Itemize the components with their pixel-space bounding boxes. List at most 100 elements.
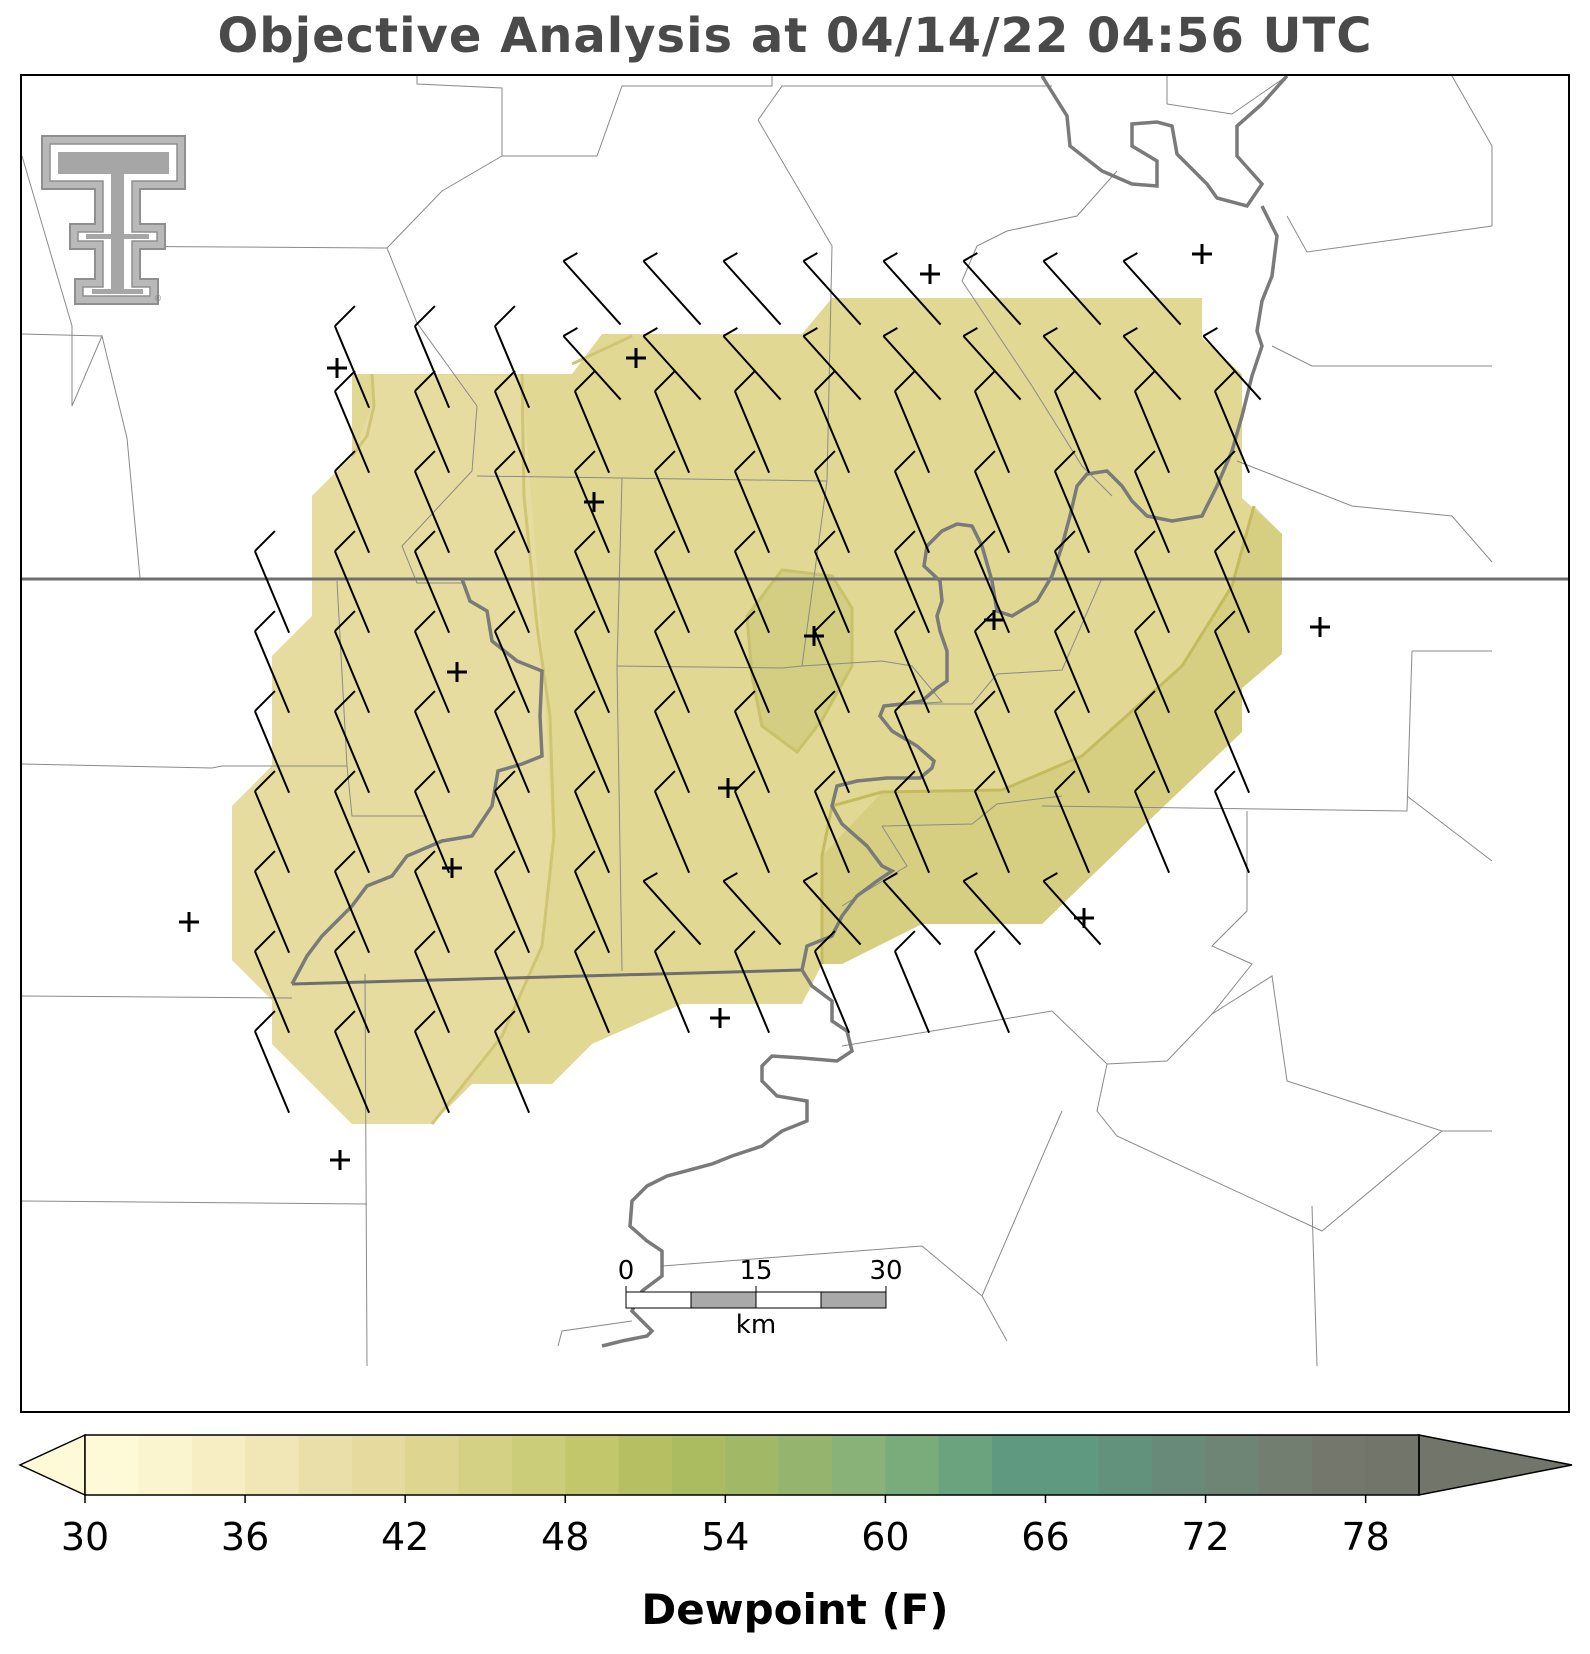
colorbar-bin [1205, 1435, 1260, 1495]
wind-barb [333, 370, 371, 474]
wind-barb [893, 690, 931, 794]
wind-barb [333, 305, 371, 409]
wind-barb [493, 770, 531, 874]
wind-barb [253, 1010, 291, 1114]
wind-barb [733, 370, 771, 474]
colorbar-bin [938, 1435, 993, 1495]
wind-barb [813, 770, 851, 874]
wind-barb [1202, 327, 1262, 401]
state-border [291, 968, 803, 986]
wind-barb [1133, 770, 1171, 874]
wind-barb [733, 930, 771, 1034]
wind-barb [1213, 770, 1251, 874]
colorbar-bin [1098, 1435, 1153, 1495]
station-markers [179, 244, 1330, 1170]
colorbar-bin [618, 1435, 673, 1495]
wind-barb [493, 305, 531, 409]
colorbar-min-extend [18, 1433, 86, 1497]
wind-barb [573, 690, 611, 794]
colorbar-bin [85, 1435, 139, 1495]
wind-barb [573, 770, 611, 874]
colorbar-bin [351, 1435, 406, 1495]
contour-line [430, 373, 556, 1125]
colorbar-bin [405, 1435, 460, 1495]
wind-barb [882, 252, 942, 326]
scale-unit: km [735, 1310, 777, 1340]
wind-barb [882, 872, 942, 946]
colorbar-bin [885, 1435, 940, 1495]
wind-barb [1213, 610, 1251, 714]
wind-barb [802, 252, 862, 326]
wind-barb [893, 770, 931, 874]
wind-barb [333, 930, 371, 1034]
wind-barb [573, 370, 611, 474]
logo-registered-mark: ® [154, 294, 162, 303]
wind-barb [573, 930, 611, 1034]
dewpoint-fill-band [822, 506, 1282, 964]
wind-barb [253, 930, 291, 1034]
wind-barb [733, 690, 771, 794]
wind-barb [413, 930, 451, 1034]
wind-barb [253, 530, 291, 634]
colorbar-bin [245, 1435, 299, 1495]
wind-barb [733, 530, 771, 634]
colorbar-bin [565, 1435, 620, 1495]
wind-barb [1053, 690, 1091, 794]
wind-barb [573, 610, 611, 714]
map-panel[interactable]: 0 15 30 km ® [20, 74, 1570, 1413]
colorbar [18, 1430, 1574, 1510]
wind-barb [962, 252, 1022, 326]
wind-barb [802, 872, 862, 946]
colorbar-bin [1258, 1435, 1313, 1495]
wind-barb [1133, 370, 1171, 474]
wind-barb [493, 690, 531, 794]
wind-barb [493, 610, 531, 714]
colorbar-tick-label: 78 [1341, 1515, 1390, 1559]
wind-barb [973, 450, 1011, 554]
colorbar-max-extend [1418, 1434, 1573, 1496]
wind-barb [1053, 610, 1091, 714]
station-plus-marker [1192, 244, 1212, 264]
wind-barb [413, 530, 451, 634]
wind-barb [973, 370, 1011, 474]
wind-barb [1053, 530, 1091, 634]
station-plus-marker [442, 858, 462, 878]
scale-label-0: 0 [617, 1256, 635, 1286]
wind-barb [1122, 252, 1182, 326]
wind-barb [1053, 370, 1091, 474]
station-plus-marker [1074, 908, 1094, 928]
wind-barb [333, 850, 371, 954]
map-canvas [22, 76, 1568, 1367]
colorbar-label: Dewpoint (F) [641, 1585, 949, 1634]
colorbar-bin [511, 1435, 566, 1495]
colorbar-tick-labels: 30 36 42 48 54 60 66 72 78 [0, 1515, 1590, 1565]
wind-barb [493, 1010, 531, 1114]
station-plus-marker [718, 778, 738, 798]
wind-barb [813, 610, 851, 714]
wind-barb [253, 690, 291, 794]
wind-barb [642, 872, 702, 946]
colorbar-tick-label: 60 [861, 1515, 910, 1559]
wind-barb [1133, 450, 1171, 554]
double-t-icon [41, 135, 186, 305]
wind-barb [413, 450, 451, 554]
wind-barb [1213, 370, 1251, 474]
wind-barb [573, 530, 611, 634]
wind-barb [962, 327, 1022, 401]
colorbar-bin [298, 1435, 353, 1495]
wind-barb [333, 450, 371, 554]
wind-barb [893, 610, 931, 714]
wind-barb [1122, 327, 1182, 401]
colorbar-bin [725, 1435, 780, 1495]
station-plus-marker [626, 348, 646, 368]
colorbar-tick-label: 66 [1021, 1515, 1070, 1559]
wind-barb [333, 530, 371, 634]
wind-barb [413, 690, 451, 794]
wind-barb [333, 770, 371, 874]
wind-barbs [253, 252, 1262, 1114]
colorbar-bin [458, 1435, 513, 1495]
colorbar-bin [992, 1435, 1046, 1495]
station-plus-marker [179, 912, 199, 932]
wind-barb [973, 770, 1011, 874]
colorbar-bin [138, 1435, 193, 1495]
